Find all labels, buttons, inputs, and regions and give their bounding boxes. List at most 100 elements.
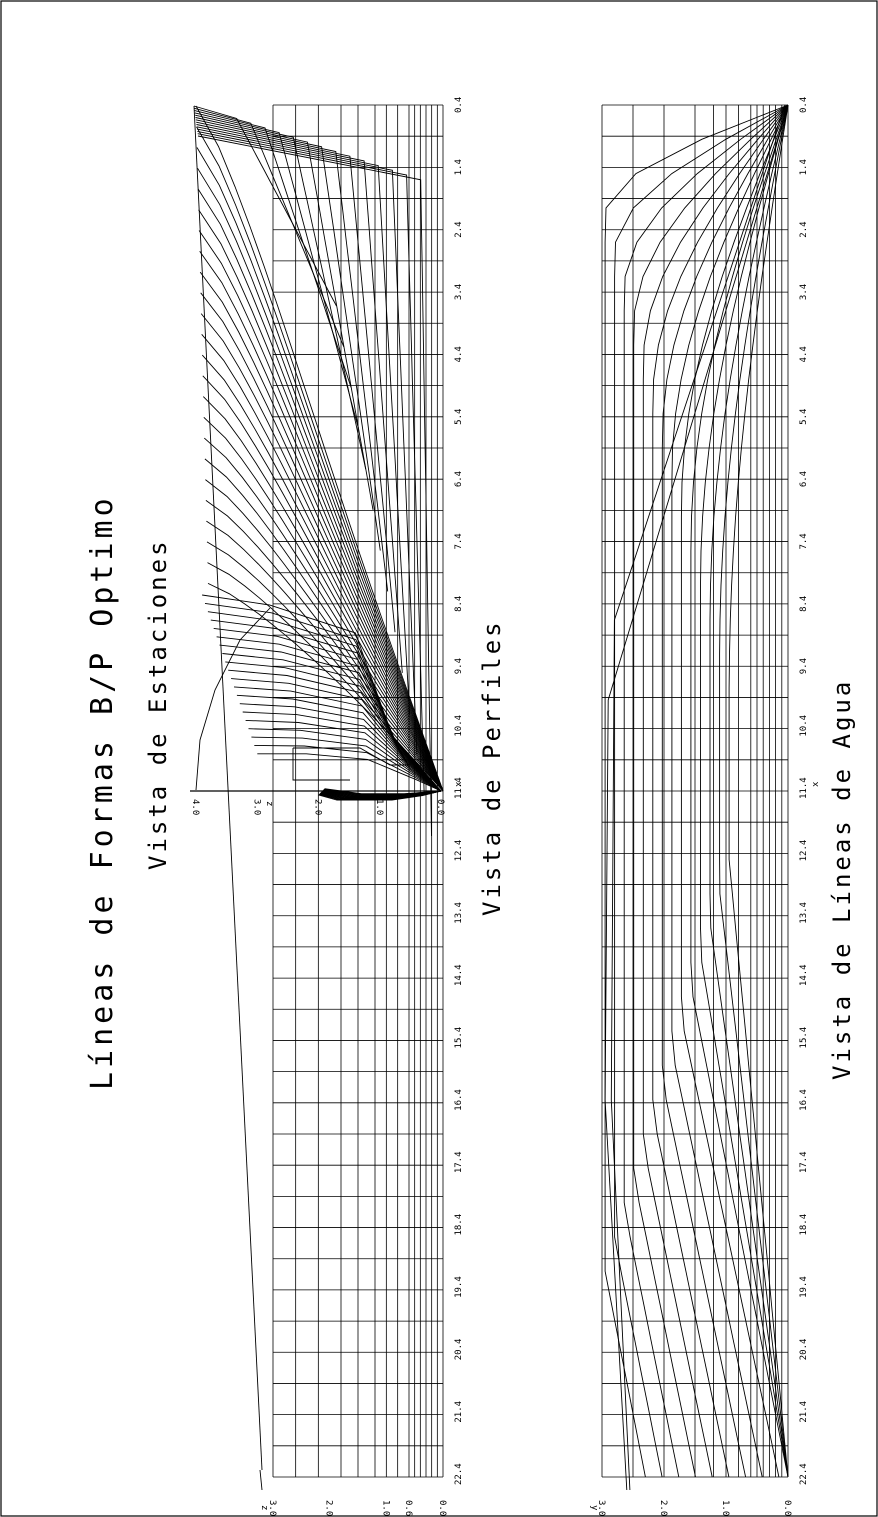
profile-x-tick-label: 4.4 xyxy=(454,346,464,362)
bow-buttock-line xyxy=(205,500,444,792)
station-z-tick-label: 4.0 xyxy=(190,799,200,815)
forward-station-curve xyxy=(228,669,442,792)
profile-x-tick-label: 18.4 xyxy=(454,1214,464,1236)
profile-x-tick-label: 9.4 xyxy=(454,658,464,674)
forward-station-curve xyxy=(231,678,442,792)
profile-x-tick-label: 1.4 xyxy=(454,159,464,175)
waterline-x-tick-label: 12.4 xyxy=(799,840,809,862)
waterline-x-tick-label: 6.4 xyxy=(799,471,809,487)
waterline-x-tick-label: 4.4 xyxy=(799,346,809,362)
waterline-curve xyxy=(604,104,789,1478)
profile-x-tick-label: 22.4 xyxy=(454,1463,464,1485)
drawing-title: Líneas de Formas B/P Optimo xyxy=(85,494,120,1090)
waterline-curve xyxy=(728,104,789,1478)
forward-station-curve xyxy=(257,753,442,792)
waterline-y-tick-label: 1.0 xyxy=(720,1500,730,1516)
waterline-x-tick-label: 19.4 xyxy=(799,1276,809,1298)
transom-line xyxy=(292,748,350,781)
forward-station-curve xyxy=(254,744,442,792)
forward-station-curve xyxy=(245,719,442,792)
profile-x-axis-label: x xyxy=(454,781,464,787)
forward-station-curve xyxy=(251,736,442,792)
deck-waterline-2 xyxy=(610,104,786,1491)
waterline-curve xyxy=(661,104,789,1478)
waterline-x-tick-label: 11.4 xyxy=(799,777,809,799)
station-deck-arc xyxy=(195,607,271,791)
waterline-x-tick-label: 18.4 xyxy=(799,1214,809,1236)
profile-x-tick-label: 6.4 xyxy=(454,471,464,487)
bow-buttock-line xyxy=(196,147,444,792)
waterline-x-tick-label: 2.4 xyxy=(799,221,809,237)
waterline-curve xyxy=(614,104,789,1478)
bow-buttock-line xyxy=(206,541,444,792)
waterlines-view-title: Vista de Líneas de Agua xyxy=(828,679,856,1080)
waterline-y-axis-label: y xyxy=(589,1505,599,1511)
bow-buttock-line xyxy=(199,271,444,792)
station-z-tick-label: 2.0 xyxy=(313,799,323,815)
waterline-view xyxy=(601,104,789,1491)
waterline-curve xyxy=(690,104,789,1478)
waterline-x-tick-label: 10.4 xyxy=(799,715,809,737)
bow-waterline-curve xyxy=(195,117,374,510)
profile-x-tick-label: 16.4 xyxy=(454,1089,464,1111)
forward-station-curve xyxy=(219,644,442,792)
bow-buttock-line xyxy=(200,292,444,792)
profile-x-tick-label: 19.4 xyxy=(454,1276,464,1298)
profile-x-tick-label: 14.4 xyxy=(454,964,464,986)
forward-station-curve xyxy=(242,711,442,792)
station-z-tick-label: 3.0 xyxy=(251,799,261,815)
station-z-tick-label: 0.0 xyxy=(435,799,445,815)
sheer-line-end xyxy=(259,1469,263,1491)
waterline-curve xyxy=(719,104,789,1478)
waterline-curve xyxy=(633,104,789,1478)
profile-z-tick-label: 3.0 xyxy=(267,1500,277,1516)
forward-station-curve xyxy=(239,703,442,792)
waterline-x-tick-label: 3.4 xyxy=(799,284,809,300)
waterline-x-tick-label: 17.4 xyxy=(799,1151,809,1173)
title-block: Líneas de Formas B/P Optimo Vista de Est… xyxy=(85,494,856,1090)
forward-station-curve xyxy=(216,636,442,792)
aft-station-curve xyxy=(318,790,442,801)
bow-buttock-line xyxy=(197,188,444,792)
bow-buttock-line xyxy=(203,437,444,792)
forward-station-curve xyxy=(236,694,442,792)
waterline-x-tick-label: 8.4 xyxy=(799,596,809,612)
sheer-line xyxy=(193,105,263,1471)
profile-x-tick-label: 7.4 xyxy=(454,533,464,549)
profile-x-tick-label: 17.4 xyxy=(454,1151,464,1173)
profile-x-tick-label: 13.4 xyxy=(454,902,464,924)
bow-buttock-line xyxy=(200,313,444,792)
profile-view xyxy=(190,104,444,1491)
profile-z-tick-label: 1.0 xyxy=(380,1500,390,1516)
waterline-x-tick-label: 0.4 xyxy=(799,97,809,113)
waterline-y-tick-label: 0.0 xyxy=(782,1500,792,1516)
waterline-x-tick-label: 14.4 xyxy=(799,964,809,986)
profiles-view-title: Vista de Perfiles xyxy=(478,619,506,916)
profile-x-tick-label: 15.4 xyxy=(454,1027,464,1049)
stations-view-title: Vista de Estaciones xyxy=(144,538,172,870)
profile-z-tick-label: 0.6 xyxy=(403,1500,413,1516)
waterline-curve xyxy=(709,104,789,1478)
bow-waterline-curve xyxy=(197,135,432,837)
transom-line xyxy=(293,747,410,766)
profile-x-tick-label: 21.4 xyxy=(454,1401,464,1423)
bow-buttock-line xyxy=(196,126,444,792)
bow-buttock-line xyxy=(203,416,444,792)
bow-buttock-line xyxy=(201,334,444,792)
waterline-curve xyxy=(680,104,789,1478)
bow-buttock-line xyxy=(201,354,444,792)
tick-labels: 0.4 0.4 1.4 1.4 2.4 2.4 3.4 3.4 4.4 4.4 5.4 5.4 6.4 6… xyxy=(190,97,821,1517)
waterline-x-tick-label: 1.4 xyxy=(799,159,809,175)
profile-x-tick-label: 0.4 xyxy=(454,97,464,113)
bow-buttock-line xyxy=(202,375,444,792)
waterline-x-tick-label: 13.4 xyxy=(799,902,809,924)
waterline-x-tick-label: 5.4 xyxy=(799,409,809,425)
waterline-x-tick-label: 16.4 xyxy=(799,1089,809,1111)
waterline-x-tick-label: 7.4 xyxy=(799,533,809,549)
waterline-x-axis-label: x xyxy=(811,781,821,787)
bow-waterline-curve xyxy=(195,114,367,470)
bow-buttock-line xyxy=(199,251,444,792)
profile-z-tick-label: 0.0 xyxy=(437,1500,447,1516)
